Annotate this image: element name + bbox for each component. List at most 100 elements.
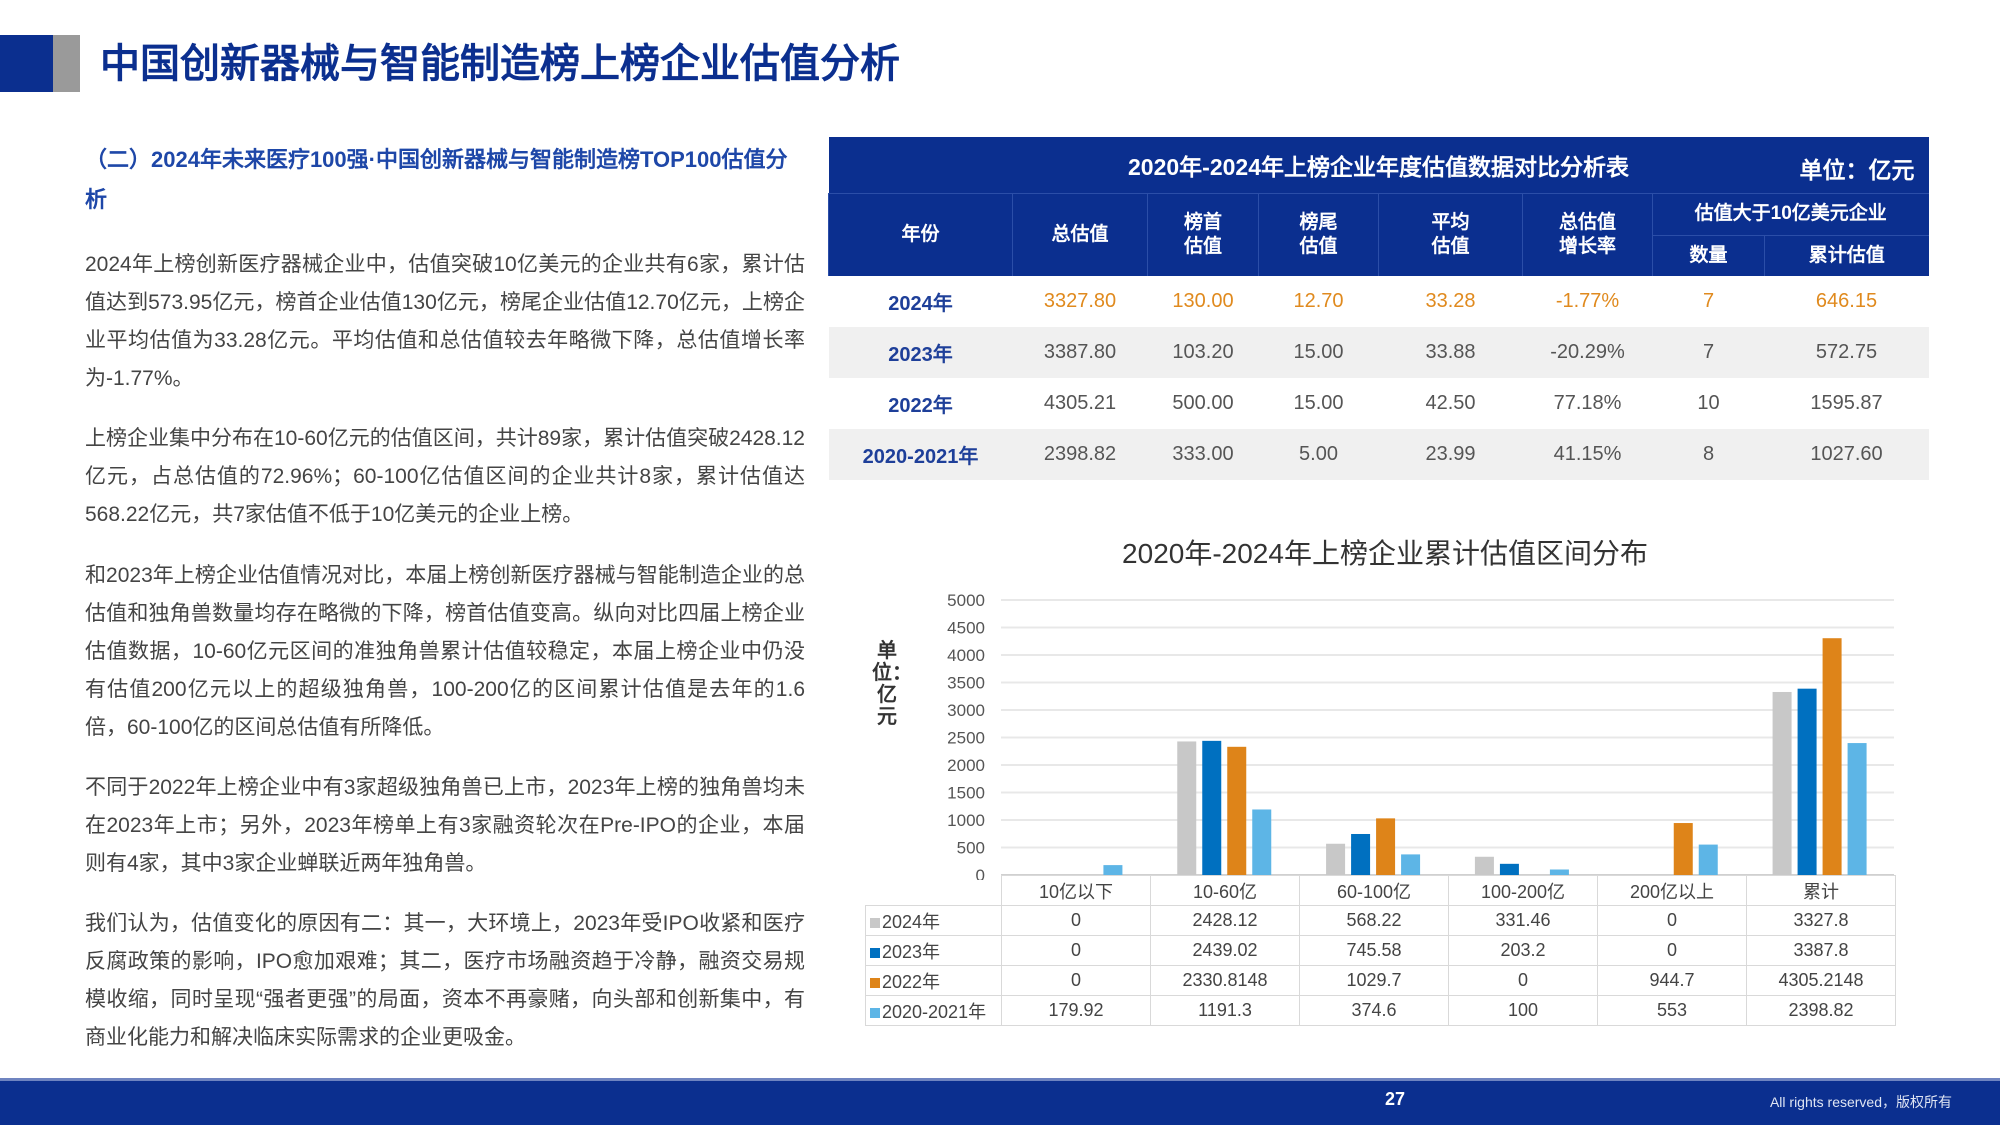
bar (1376, 818, 1396, 875)
valuation-comparison-table: 2020年-2024年上榜企业年度估值数据对比分析表 单位：亿元 年份 总估值 … (828, 137, 1929, 480)
category-label: 累计 (1746, 875, 1896, 906)
legend-entry: 2020-2021年 (865, 995, 1002, 1026)
cell-bottom: 12.70 (1293, 290, 1344, 312)
bar (1698, 844, 1718, 875)
bar (1673, 823, 1693, 875)
data-label: 553 (1597, 995, 1747, 1026)
cell-bottom: 5.00 (1258, 429, 1379, 480)
cell-count: 7 (1702, 290, 1715, 312)
col-header-count: 数量 (1652, 234, 1765, 276)
cell-cum: 646.15 (1815, 290, 1878, 312)
data-label: 1029.7 (1299, 965, 1449, 996)
bar (1103, 865, 1123, 875)
cell-top: 333.00 (1147, 429, 1259, 480)
data-label: 0 (1001, 935, 1151, 966)
category-label: 100-200亿 (1448, 875, 1598, 906)
y-tick-label: 4000 (947, 646, 985, 665)
cell-growth: 77.18% (1553, 392, 1622, 414)
data-label: 2330.8148 (1150, 965, 1300, 996)
bar (1326, 843, 1346, 875)
y-tick-label: 5000 (947, 591, 985, 610)
paragraph-1: 2024年上榜创新医疗器械企业中，估值突破10亿美元的企业共有6家，累计估值达到… (85, 253, 805, 390)
legend-swatch (870, 947, 880, 958)
page-number: 27 (1384, 1089, 1406, 1109)
header-accent-block (0, 35, 53, 92)
cell-growth: -1.77% (1555, 290, 1620, 312)
bar (1177, 741, 1197, 875)
chart-table-row: 2022年 0 2330.8148 1029.7 0 944.7 4305.2148 (865, 965, 1896, 996)
data-label: 0 (1597, 935, 1747, 966)
cell-year: 2023年 (828, 327, 1013, 378)
cell-top: 130.00 (1172, 290, 1234, 312)
bar (1499, 863, 1519, 875)
chart-y-axis-label: 单位：亿元 (872, 640, 912, 728)
y-tick-label: 1500 (947, 784, 985, 803)
data-label: 179.92 (1001, 995, 1151, 1026)
category-label: 10-60亿 (1150, 875, 1300, 906)
chart-table-row: 2023年 0 2439.02 745.58 203.2 0 3387.8 (865, 935, 1896, 966)
cell-total: 2398.82 (1012, 429, 1148, 480)
legend-swatch (870, 917, 880, 928)
chart-table-header-row: 10亿以下 10-60亿 60-100亿 100-200亿 200亿以上 累计 (865, 875, 1896, 906)
cell-cum: 572.75 (1764, 327, 1929, 378)
bar (1549, 869, 1569, 875)
cell-cum: 1595.87 (1810, 392, 1883, 414)
cell-avg: 42.50 (1425, 392, 1476, 414)
bar (1351, 833, 1371, 875)
section-subheading: （二）2024年未来医疗100强·中国创新器械与智能制造榜TOP100估值分析 (85, 147, 788, 212)
bar (1474, 856, 1494, 875)
category-label: 200亿以上 (1597, 875, 1747, 906)
table-title: 2020年-2024年上榜企业年度估值数据对比分析表 (1128, 153, 1629, 180)
category-label: 60-100亿 (1299, 875, 1449, 906)
cell-avg: 33.88 (1378, 327, 1523, 378)
cell-year: 2020-2021年 (828, 429, 1013, 480)
bar (1847, 743, 1867, 875)
data-label: 2428.12 (1150, 905, 1300, 936)
data-label: 0 (1448, 965, 1598, 996)
y-tick-label: 2000 (947, 756, 985, 775)
chart-table-row: 2020-2021年 179.92 1191.3 374.6 100 553 2398.82 (865, 995, 1896, 1026)
legend-entry: 2023年 (865, 935, 1002, 966)
table-row: 2024年 3327.80 130.00 12.70 33.28 -1.77% 7 646.1… (829, 276, 1929, 327)
col-header-avg: 平均估值 (1378, 192, 1523, 276)
chart-table-row: 2024年 0 2428.12 568.22 331.46 0 3327.8 (865, 905, 1896, 936)
col-header-group: 估值大于10亿美元企业 (1652, 192, 1929, 235)
footer-bar (0, 1078, 2000, 1125)
cell-bottom: 15.00 (1293, 392, 1344, 414)
col-header-cum: 累计估值 (1764, 234, 1929, 276)
table-caption: 2020年-2024年上榜企业年度估值数据对比分析表 单位：亿元 (828, 137, 1929, 193)
cell-count: 7 (1652, 327, 1765, 378)
col-header-growth: 总估值增长率 (1522, 192, 1653, 276)
data-label: 0 (1001, 905, 1151, 936)
blank-cell (865, 875, 1002, 906)
cell-top: 500.00 (1172, 392, 1234, 414)
y-tick-label: 0 (976, 866, 985, 880)
bar (1252, 809, 1272, 875)
legend-label: 2024年 (882, 911, 941, 932)
bar (1401, 854, 1421, 875)
cell-growth: 41.15% (1522, 429, 1653, 480)
bar (1227, 746, 1247, 875)
y-tick-label: 3500 (947, 674, 985, 693)
copyright-text: All rights reserved，版权所有 (1769, 1094, 1952, 1110)
data-label: 0 (1001, 965, 1151, 996)
cell-total: 4305.21 (1043, 392, 1117, 414)
col-header-top: 榜首估值 (1147, 192, 1259, 276)
cell-count: 10 (1697, 392, 1720, 414)
table-unit: 单位：亿元 (1799, 157, 1915, 183)
cell-avg: 23.99 (1378, 429, 1523, 480)
cell-avg: 33.28 (1425, 290, 1476, 312)
category-label: 10亿以下 (1001, 875, 1151, 906)
legend-entry: 2022年 (865, 965, 1002, 996)
table-row: 2022年 4305.21 500.00 15.00 42.50 77.18% 10 1595… (829, 378, 1929, 429)
paragraph-3: 和2023年上榜企业估值情况对比，本届上榜创新医疗器械与智能制造企业的总估值和独… (85, 564, 805, 739)
table-row: 2020-2021年 2398.82 333.00 5.00 23.99 41.15% 8 1… (828, 429, 1929, 480)
y-tick-label: 2500 (947, 729, 985, 748)
legend-swatch (870, 1007, 880, 1018)
col-header-total: 总估值 (1012, 192, 1148, 276)
legend-swatch (870, 977, 880, 988)
bar-chart: 0 500 1000 1500 2000 2500 3000 3500 4000 4500 5000 (947, 591, 1894, 880)
y-tick-label: 1000 (947, 811, 985, 830)
data-label: 3387.8 (1746, 935, 1896, 966)
cell-total: 3327.80 (1043, 290, 1117, 312)
